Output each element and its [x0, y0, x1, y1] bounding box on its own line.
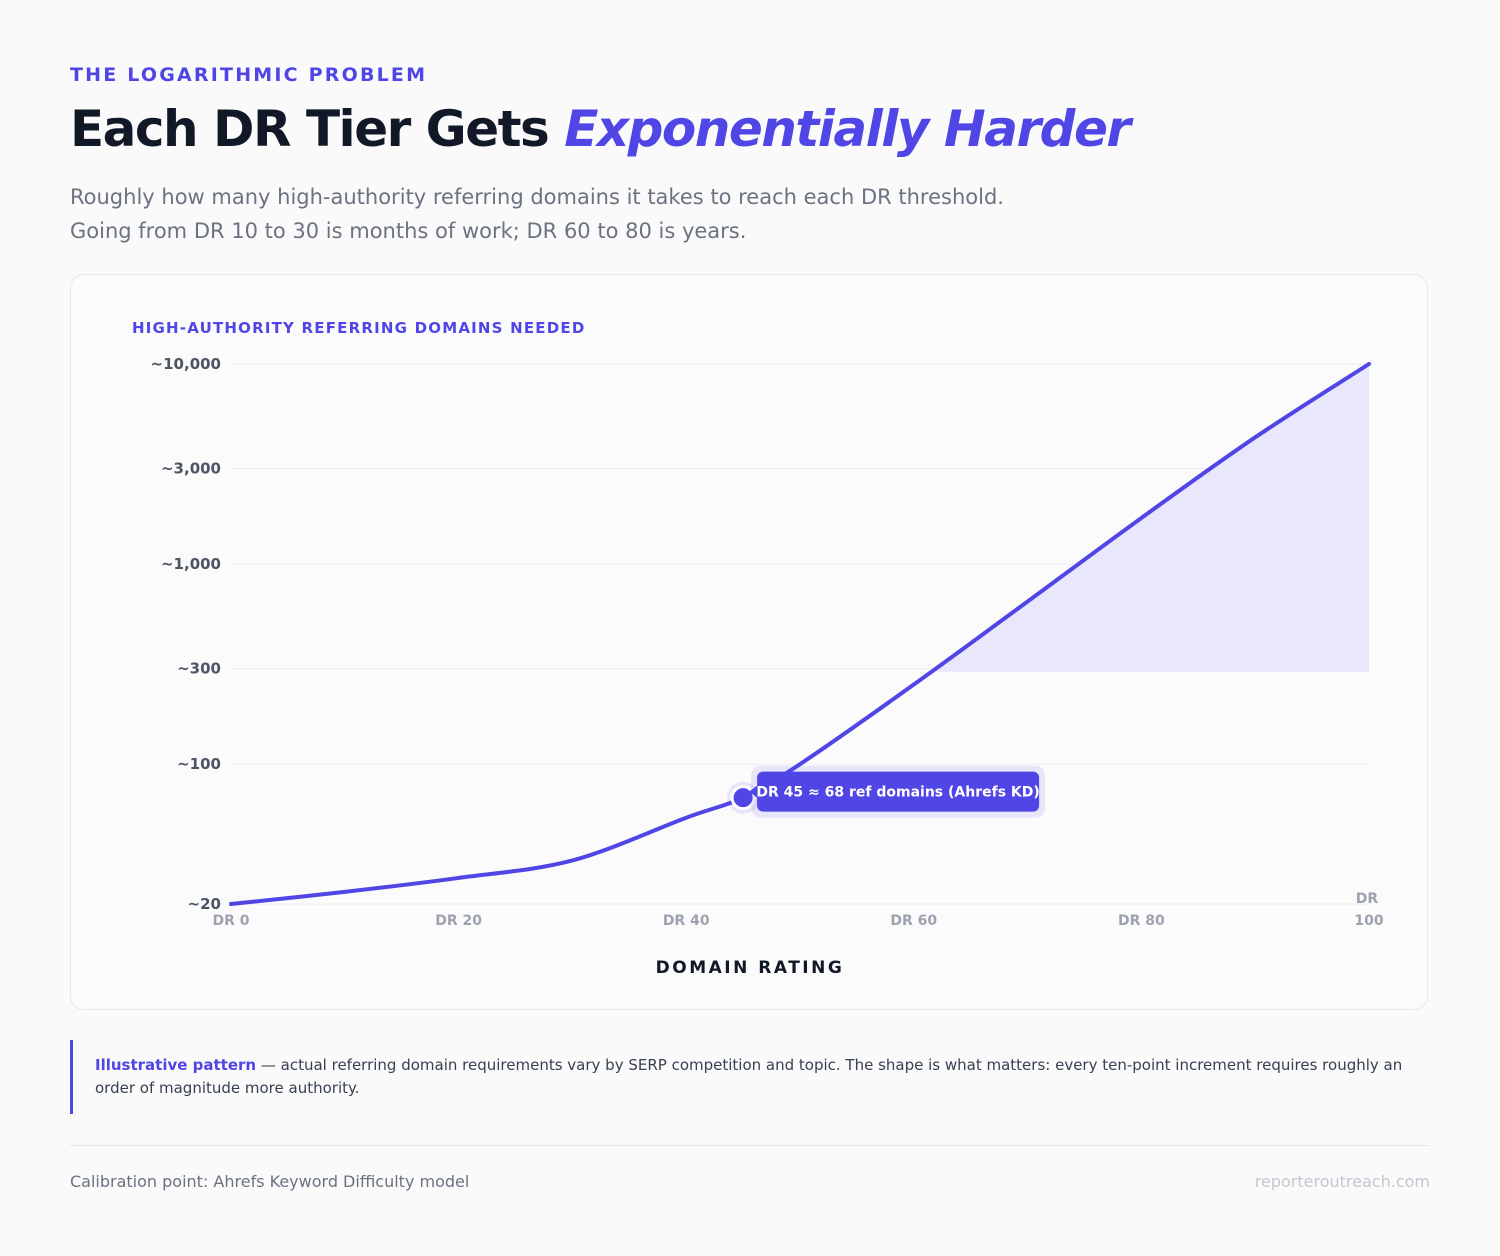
- x-tick-label: DR 40: [663, 913, 710, 929]
- y-tick-label: ~3,000: [161, 460, 221, 478]
- y-tick-label: ~20: [188, 895, 221, 913]
- footer-site: reporteroutreach.com: [1254, 1172, 1430, 1191]
- y-tick-label: ~1,000: [161, 555, 221, 573]
- footer-divider: [70, 1145, 1430, 1146]
- x-tick-label: DR: [1356, 891, 1379, 907]
- y-axis-title: HIGH-AUTHORITY REFERRING DOMAINS NEEDED: [132, 319, 586, 337]
- title-main: Each DR Tier Gets: [70, 100, 565, 158]
- chart-card: HIGH-AUTHORITY REFERRING DOMAINS NEEDED …: [70, 274, 1428, 1010]
- shaded-area: [936, 364, 1369, 672]
- page-title: Each DR Tier Gets Exponentially Harder: [70, 100, 1131, 158]
- note-strong: Illustrative pattern: [95, 1056, 257, 1074]
- callout-pointer: [749, 785, 758, 798]
- x-tick-label: DR 20: [435, 913, 482, 929]
- x-tick-label: DR 60: [890, 913, 937, 929]
- title-accent: Exponentially Harder: [564, 100, 1131, 158]
- subtitle-line-1: Roughly how many high-authority referrin…: [70, 185, 1004, 209]
- eyebrow: THE LOGARITHMIC PROBLEM: [70, 64, 428, 86]
- x-tick-label: 100: [1354, 913, 1383, 929]
- x-tick-label: DR 80: [1118, 913, 1165, 929]
- illustrative-note: Illustrative pattern — actual referring …: [70, 1040, 1415, 1114]
- chart-svg: HIGH-AUTHORITY REFERRING DOMAINS NEEDED …: [132, 319, 1384, 978]
- y-tick-label: ~10,000: [151, 355, 221, 373]
- note-text: — actual referring domain requirements v…: [95, 1056, 1403, 1097]
- y-tick-labels: ~10,000 ~3,000 ~1,000 ~300 ~100 ~20: [151, 355, 221, 913]
- y-tick-label: ~100: [177, 755, 221, 773]
- x-tick-label: DR 0: [212, 913, 249, 929]
- highlight-point: [730, 785, 756, 811]
- x-axis-title: DOMAIN RATING: [656, 958, 845, 978]
- series-line: [229, 362, 1371, 906]
- footer-calibration: Calibration point: Ahrefs Keyword Diffic…: [70, 1172, 470, 1191]
- highlight-callout: DR 45 ≈ 68 ref domains (Ahrefs KD): [727, 765, 1046, 818]
- callout-box: [757, 771, 1040, 812]
- y-tick-label: ~300: [177, 660, 221, 678]
- subtitle-line-2: Going from DR 10 to 30 is months of work…: [70, 219, 747, 243]
- x-tick-labels: DR 0 DR 20 DR 40 DR 60 DR 80 DR 100: [212, 891, 1383, 929]
- callout-label: DR 45 ≈ 68 ref domains (Ahrefs KD): [756, 785, 1039, 801]
- subtitle: Roughly how many high-authority referrin…: [70, 180, 1170, 248]
